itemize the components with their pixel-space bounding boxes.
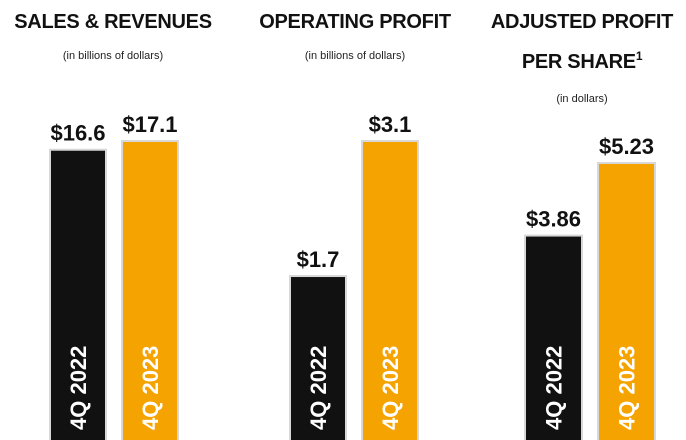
title-box: ADJUSTED PROFIT PER SHARE1 — [487, 2, 677, 82]
title-text: SALES & REVENUES — [14, 11, 212, 33]
category-label: 4Q 2023 — [615, 346, 640, 430]
value-label: $3.1 — [369, 112, 412, 137]
title-text: OPERATING PROFIT — [259, 11, 451, 33]
category-label: 4Q 2022 — [306, 346, 331, 430]
value-label: $5.23 — [599, 134, 654, 159]
chart-title: OPERATING PROFIT — [235, 2, 475, 42]
subtitle: (in dollars) — [556, 93, 607, 105]
category-label: 4Q 2022 — [66, 346, 91, 430]
subtitle: (in billions of dollars) — [63, 50, 163, 62]
title-text: ADJUSTED PROFIT PER SHARE — [490, 11, 674, 73]
value-label: $3.86 — [526, 207, 581, 232]
chart-title: ADJUSTED PROFIT PER SHARE1 — [487, 2, 677, 82]
category-label: 4Q 2023 — [378, 346, 403, 430]
value-label: $16.6 — [50, 121, 105, 146]
category-label: 4Q 2023 — [138, 346, 163, 430]
category-label: 4Q 2022 — [542, 346, 567, 430]
title-box: OPERATING PROFIT — [235, 2, 475, 42]
bar — [361, 140, 419, 440]
bar — [597, 162, 656, 440]
chart-title: SALES & REVENUES — [0, 2, 233, 42]
title-box: SALES & REVENUES — [0, 2, 233, 42]
bar — [289, 275, 347, 440]
value-label: $1.7 — [297, 247, 340, 272]
value-label: $17.1 — [122, 112, 177, 137]
title-footnote: 1 — [635, 49, 643, 63]
bar — [524, 234, 583, 440]
bar — [121, 140, 179, 440]
bar — [49, 148, 107, 440]
subtitle: (in billions of dollars) — [305, 50, 405, 62]
